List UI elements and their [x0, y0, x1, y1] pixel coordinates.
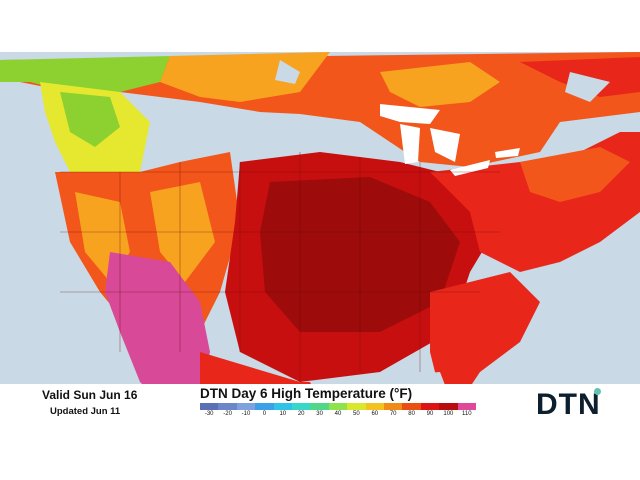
scale-tick-label: -30 [204, 411, 214, 417]
scale-swatch [273, 403, 293, 410]
logo-dot [594, 388, 601, 395]
lake-north [275, 60, 300, 84]
scale-swatch [310, 403, 329, 410]
scale-swatch [236, 403, 256, 410]
scale-tick-label: 20 [297, 411, 305, 417]
scale-tick-label: 100 [443, 411, 454, 417]
scale-tick-label: 80 [408, 411, 415, 417]
scale-swatch [218, 403, 237, 410]
scale-swatch [200, 403, 219, 410]
scale-tick-label: 0 [262, 411, 267, 417]
scale-ticks: -30 -20 -10 0 10 20 30 40 50 60 70 80 90 100 110 [200, 411, 476, 421]
scale-swatch [255, 403, 274, 410]
scale-tick-label: -20 [223, 411, 232, 417]
scale-swatch [457, 403, 477, 410]
updated-date: Updated Jun 11 [50, 406, 121, 417]
logo-text: DTN [536, 388, 601, 421]
lake-michigan [400, 124, 420, 164]
scale-tick-label: 30 [316, 411, 323, 417]
scale-swatch [439, 403, 458, 410]
map-canvas [0, 52, 640, 424]
new-england-warm [520, 147, 630, 202]
state-borders [60, 152, 500, 382]
valid-date: Valid Sun Jun 16 [42, 388, 138, 402]
scale-tick-label: 40 [334, 411, 342, 417]
temperature-map [0, 52, 640, 424]
lake-huron [430, 128, 460, 162]
color-scale [200, 403, 477, 410]
scale-swatch [347, 403, 366, 410]
lake-ontario [495, 148, 520, 158]
scale-tick-label: -10 [241, 411, 251, 417]
gulf-st-lawrence [565, 72, 610, 102]
scale-swatch [328, 403, 348, 410]
dtn-logo: DTN [536, 386, 616, 422]
scale-swatch [292, 403, 311, 410]
map-title: DTN Day 6 High Temperature (°F) [200, 386, 413, 401]
legend-footer: Valid Sun Jun 16 Updated Jun 11 DTN Day … [0, 384, 640, 424]
cascades-cooler [60, 92, 120, 147]
scale-tick-label: 70 [389, 411, 397, 417]
southeast-hot [430, 272, 540, 402]
scale-tick-label: 10 [279, 411, 287, 417]
scale-swatch [420, 403, 440, 410]
lake-superior [380, 104, 440, 124]
scale-swatch [365, 403, 385, 410]
scale-tick-label: 110 [462, 411, 472, 417]
scale-swatch [384, 403, 403, 410]
scale-tick-label: 60 [371, 411, 379, 417]
scale-tick-label: 90 [426, 411, 434, 417]
scale-swatch [402, 403, 421, 410]
scale-tick-label: 50 [353, 411, 360, 417]
canada-east-mild [380, 62, 500, 107]
